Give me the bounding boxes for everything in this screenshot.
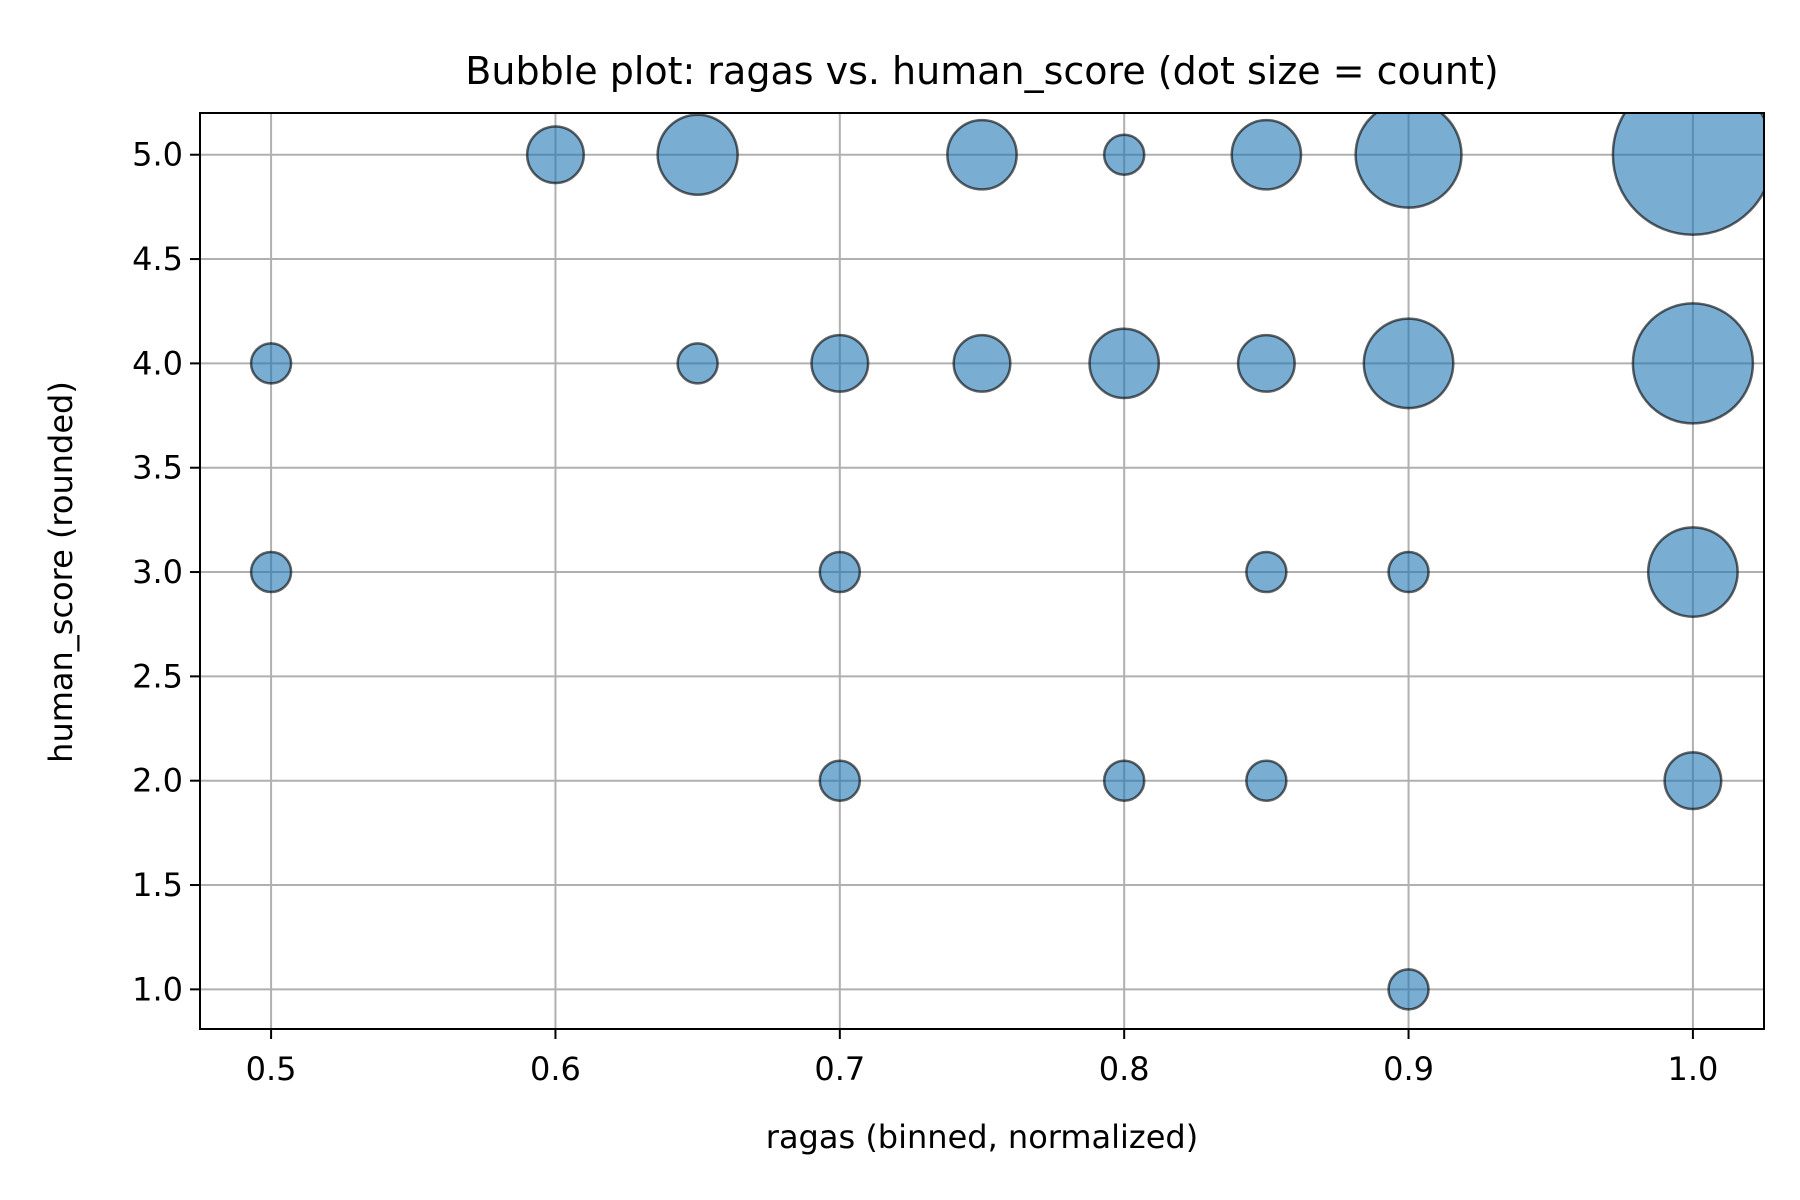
x-tick-label: 0.7 — [814, 1050, 865, 1088]
bubble-series — [249, 113, 1764, 1011]
bubble-point — [1387, 550, 1430, 594]
x-axis-title: ragas (binned, normalized) — [766, 1118, 1198, 1156]
bubble-point — [952, 333, 1012, 393]
bubble-point — [249, 550, 293, 594]
bubble-point — [1646, 526, 1739, 619]
chart-title: Bubble plot: ragas vs. human_score (dot … — [465, 49, 1498, 93]
x-tick-label: 0.8 — [1099, 1050, 1150, 1088]
bubble-point — [1088, 327, 1161, 400]
bubble-point — [1631, 302, 1755, 425]
bubble-point — [1387, 968, 1430, 1011]
y-axis-title: human_score (rounded) — [42, 381, 80, 763]
bubble-point — [249, 342, 293, 385]
bubble-point — [1230, 118, 1303, 191]
bubble-point — [810, 333, 870, 393]
x-tick-label: 0.6 — [530, 1050, 581, 1088]
y-tick-label: 3.5 — [132, 449, 183, 487]
x-tick-label: 0.5 — [246, 1050, 297, 1088]
bubble-point — [1102, 133, 1146, 176]
y-tick-label: 1.5 — [132, 866, 183, 904]
plot-frame — [199, 112, 1765, 1030]
y-tick-label: 1.0 — [132, 970, 183, 1008]
bubble-point — [656, 113, 739, 196]
bubble-point — [1245, 550, 1288, 594]
y-tick-label: 5.0 — [132, 136, 183, 174]
bubble-point — [1236, 333, 1296, 393]
bubble-point — [818, 759, 862, 802]
y-tick-label: 2.5 — [132, 657, 183, 695]
bubble-point — [946, 118, 1018, 191]
y-tick-label: 3.0 — [132, 553, 183, 591]
axis-ticks: 0.5 0.6 0.7 0.8 0.9 1.0 1.0 1.5 2.0 2.5 3.0 3.5 4.0 4… — [132, 136, 1718, 1088]
bubble-point — [1663, 751, 1723, 811]
bubble-point — [1362, 317, 1455, 410]
y-tick-label: 4.5 — [132, 240, 183, 278]
bubble-point — [1102, 759, 1146, 802]
grid-lines — [200, 113, 1764, 1029]
bubble-point — [676, 342, 719, 385]
bubble-point — [1611, 113, 1764, 236]
bubble-point — [525, 125, 585, 185]
bubble-point — [1245, 759, 1288, 802]
x-tick-label: 0.9 — [1383, 1050, 1434, 1088]
bubble-point — [1354, 113, 1463, 209]
y-tick-label: 4.0 — [132, 344, 183, 382]
y-tick-label: 2.0 — [132, 762, 183, 800]
bubble-point — [818, 550, 862, 594]
x-tick-label: 1.0 — [1667, 1050, 1718, 1088]
